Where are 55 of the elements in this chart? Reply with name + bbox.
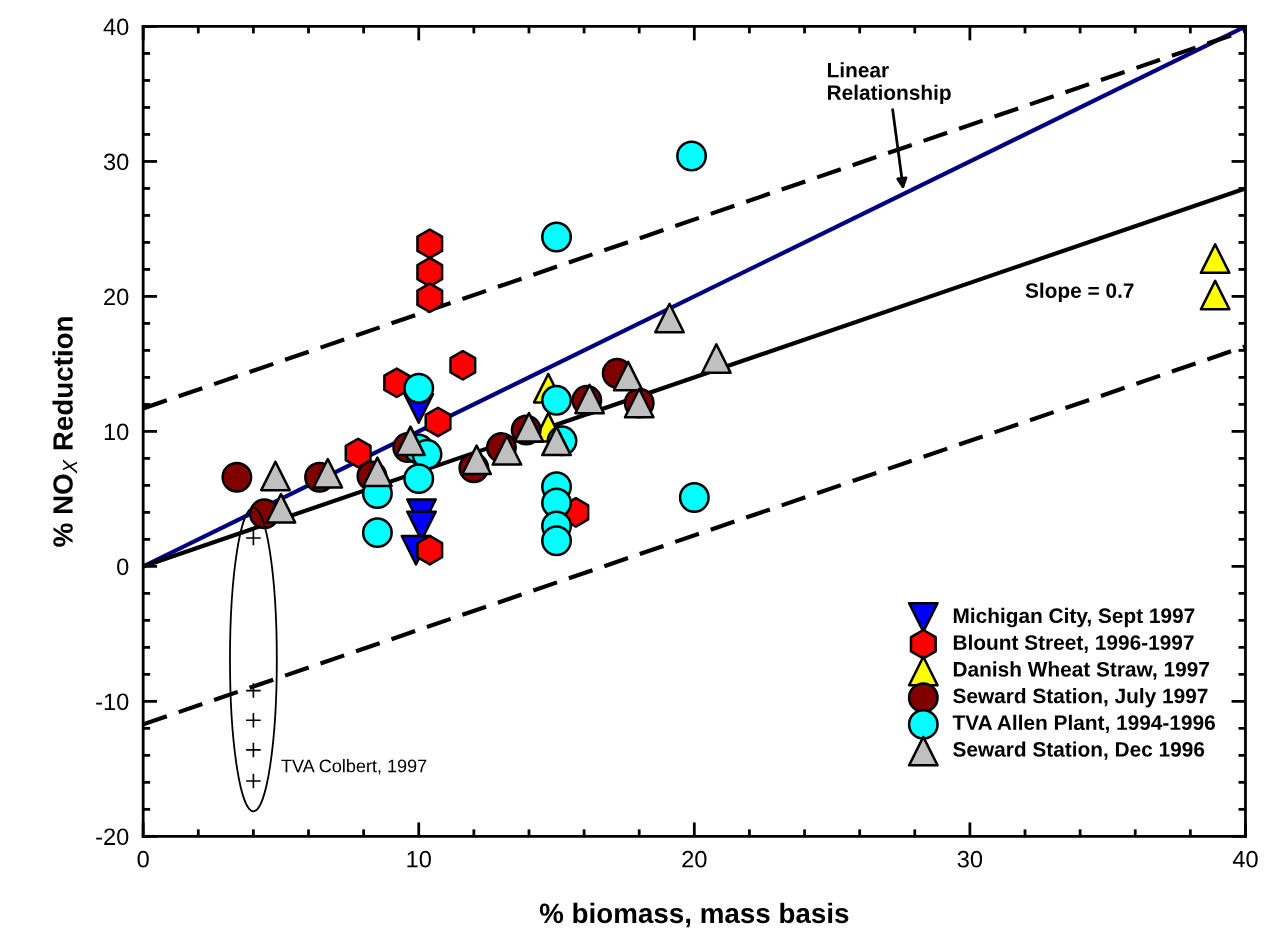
point — [416, 534, 444, 566]
y-tick-label: -10 — [96, 693, 129, 711]
y-tick-label: 20 — [104, 288, 129, 306]
point — [265, 492, 297, 524]
point — [416, 282, 444, 314]
y-tick-label: 10 — [104, 423, 129, 441]
x-tick-label: 20 — [682, 850, 707, 868]
y-tick-label: 40 — [103, 18, 129, 36]
y-tick-label: 30 — [103, 153, 129, 171]
point — [612, 360, 644, 392]
point — [1199, 279, 1231, 311]
legend-label: Blount Street, 1996-1997 — [953, 634, 1194, 653]
point — [245, 712, 262, 729]
legend-label: Seward Station, July 1997 — [953, 688, 1208, 708]
x-tick-label: 40 — [1232, 850, 1258, 868]
point — [361, 517, 393, 549]
point — [678, 482, 710, 514]
y-tick-label: -20 — [96, 828, 129, 846]
x-tick-label: 10 — [407, 850, 431, 868]
point — [259, 460, 291, 492]
point — [245, 529, 262, 547]
point — [344, 437, 372, 469]
x-tick-label: 0 — [137, 850, 149, 868]
point — [1199, 243, 1231, 275]
point — [541, 221, 573, 253]
point — [416, 228, 444, 260]
point — [394, 425, 426, 457]
point — [403, 372, 435, 404]
point — [245, 772, 262, 790]
point — [416, 256, 444, 288]
x-axis-title: % biomass, mass basis — [539, 902, 849, 928]
point — [654, 302, 685, 334]
point — [541, 384, 573, 416]
x-tick-label: 30 — [957, 850, 983, 868]
point — [403, 463, 435, 495]
y-tick-label: 0 — [117, 558, 129, 576]
legend-label: Danish Wheat Straw, 1997 — [953, 661, 1209, 680]
point — [245, 741, 262, 759]
point — [541, 525, 573, 557]
point — [449, 349, 477, 381]
point — [245, 682, 262, 699]
legend-label: TVA Allen Plant, 1994-1996 — [952, 714, 1215, 734]
point — [676, 140, 708, 172]
annotation: TVA Colbert, 1997 — [281, 759, 427, 775]
point — [424, 406, 452, 438]
annotation: Slope = 0.7 — [1025, 282, 1134, 303]
y-axis-title: % NO$_{X}$ Reduction — [52, 317, 78, 547]
point — [491, 434, 523, 466]
point — [312, 457, 344, 489]
legend-label: Michigan City, Sept 1997 — [953, 607, 1195, 628]
point — [221, 461, 253, 493]
annotation: Linear Relationship — [827, 62, 951, 105]
point — [700, 343, 732, 374]
point — [461, 444, 493, 476]
legend-label: Seward Station, Dec 1996 — [953, 741, 1205, 760]
